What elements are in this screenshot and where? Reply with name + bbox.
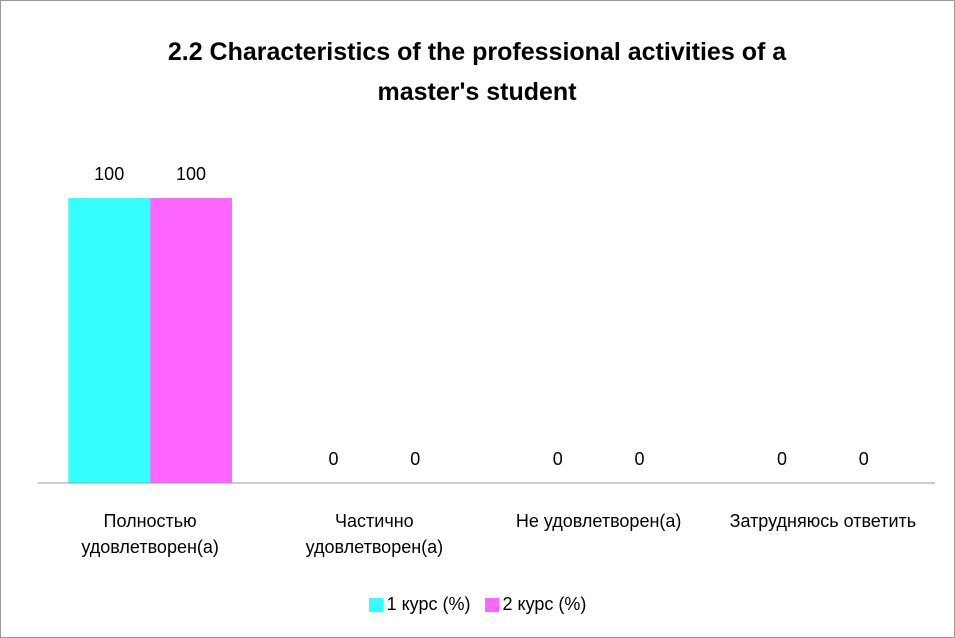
x-tick-label: Полностью удовлетворен(а) <box>81 511 219 557</box>
legend-swatch <box>484 597 499 612</box>
legend-swatch <box>368 597 383 612</box>
data-label: 0 <box>553 449 563 469</box>
legend-item: 2 курс (%) <box>484 594 587 615</box>
bar <box>150 198 232 483</box>
legend: 1 курс (%) 2 курс (%) <box>0 594 955 615</box>
data-label: 100 <box>176 164 206 184</box>
data-label: 0 <box>635 449 645 469</box>
data-label: 0 <box>777 449 787 469</box>
legend-label: 1 курс (%) <box>386 594 471 614</box>
x-tick-label: Затрудняюсь ответить <box>729 511 917 531</box>
data-label: 0 <box>328 449 338 469</box>
data-label: 0 <box>410 449 420 469</box>
legend-label: 2 курс (%) <box>502 594 587 614</box>
chart-title: 2.2 Characteristics of the professional … <box>167 38 787 106</box>
data-label: 0 <box>859 449 869 469</box>
bar <box>68 198 151 483</box>
legend-item: 1 курс (%) <box>368 594 471 615</box>
x-tick-label: Не удовлетворен(а) <box>515 511 682 531</box>
x-tick-label: Частично удовлетворен(а) <box>305 511 444 557</box>
data-label: 100 <box>94 164 124 184</box>
